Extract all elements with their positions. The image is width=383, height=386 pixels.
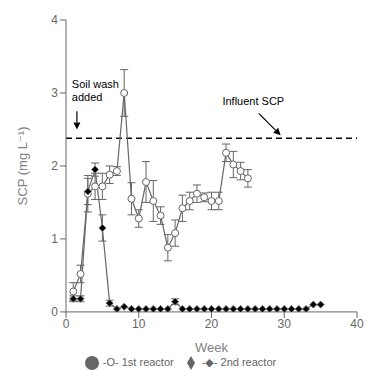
svg-text:Soil washadded: Soil washadded [72, 78, 119, 103]
html-text:-O- 1st reactor: -O- 1st reactor [102, 355, 174, 368]
html-text:-◆- 2nd reactor: -◆- 2nd reactor [201, 355, 277, 368]
svg-text:10: 10 [132, 317, 146, 331]
svg-text:20: 20 [205, 317, 219, 331]
svg-text:1: 1 [51, 232, 58, 246]
svg-text:2: 2 [51, 159, 58, 173]
svg-text:0: 0 [63, 317, 70, 331]
svg-text:3: 3 [51, 86, 58, 100]
svg-text:4: 4 [51, 13, 58, 27]
svg-text:SCP (mg L⁻¹): SCP (mg L⁻¹) [15, 127, 30, 206]
svg-text:40: 40 [350, 317, 364, 331]
svg-text:Week: Week [195, 340, 228, 355]
svg-text:0: 0 [51, 305, 58, 319]
svg-text:Influent SCP: Influent SCP [222, 95, 284, 107]
svg-text:30: 30 [278, 317, 292, 331]
